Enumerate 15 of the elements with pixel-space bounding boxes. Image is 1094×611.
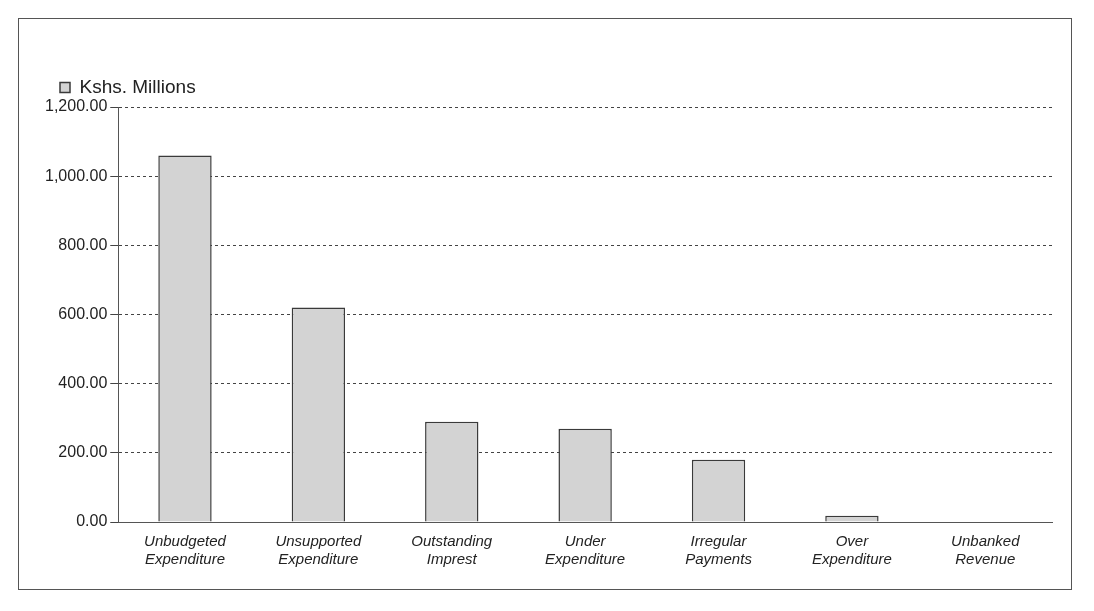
x-tick-label: Over Expenditure xyxy=(811,532,892,568)
y-tick-label: 800.00 xyxy=(58,235,108,253)
y-tick-label: 200.00 xyxy=(58,443,108,461)
x-tick-label: Unsupported Expenditure xyxy=(275,532,362,568)
x-tick-label: Unbudgeted Expenditure xyxy=(144,532,227,568)
y-tick-label: 400.00 xyxy=(58,374,108,392)
x-tick-label: Outstanding Imprest xyxy=(411,532,493,568)
y-tick-label: 600.00 xyxy=(58,304,108,322)
y-tick-label: 1,200.00 xyxy=(45,97,108,115)
x-tick-label: Irregular Payments xyxy=(685,532,753,568)
y-tick-label: 1,000.00 xyxy=(45,166,108,184)
x-tick-label: Under Expenditure xyxy=(545,532,626,568)
legend-label: Kshs. Millions xyxy=(79,75,196,97)
y-tick-label: 0.00 xyxy=(76,512,108,530)
x-tick-label: Unbanked Revenue xyxy=(951,532,1021,568)
